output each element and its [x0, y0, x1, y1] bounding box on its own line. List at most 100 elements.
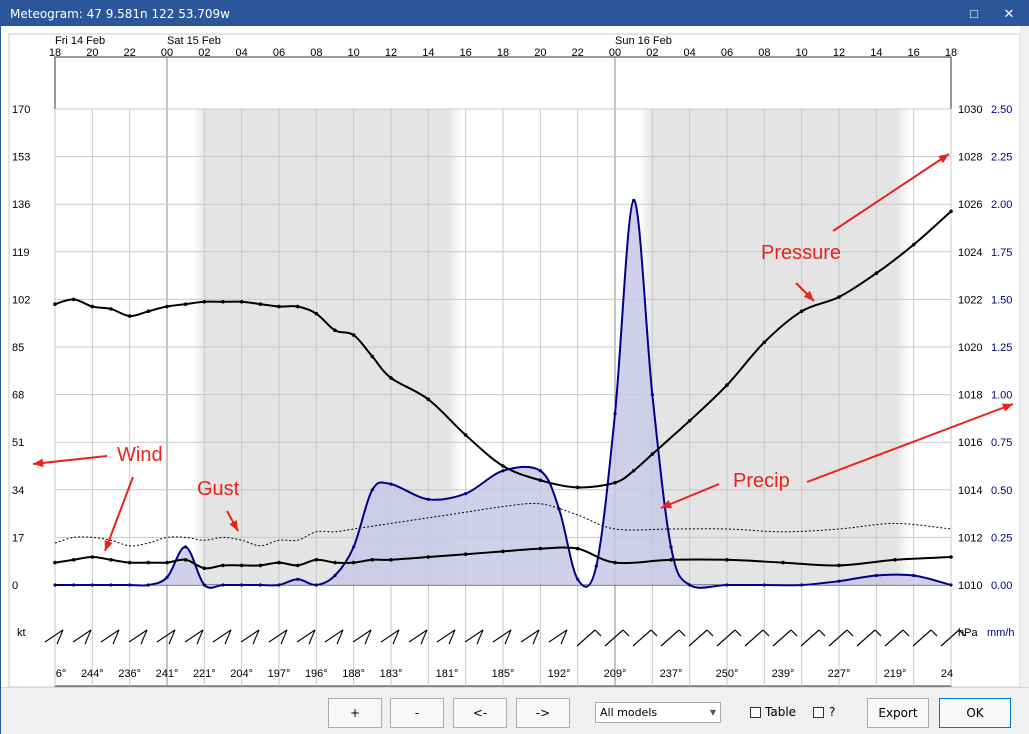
pressure-point: [239, 299, 244, 304]
left-tick-label: 51: [12, 437, 24, 449]
barb-flag: [532, 629, 540, 645]
pressure-point: [538, 478, 543, 483]
barb-staff: [352, 629, 372, 643]
precip-point: [53, 583, 57, 587]
wind-direction-label: 181°: [436, 668, 459, 680]
wind-point: [109, 558, 113, 562]
barb-flag: [706, 629, 714, 637]
annotation-wind: Wind: [117, 444, 163, 466]
wind-barb-icon: [576, 629, 602, 647]
barb-staff: [380, 629, 400, 643]
wind-barb-icon: [436, 629, 456, 645]
zoom-out-button[interactable]: -: [390, 698, 444, 728]
barb-flag: [594, 629, 602, 637]
wind-direction-label: 183°: [380, 668, 403, 680]
pressure-point: [426, 397, 431, 402]
zoom-in-button[interactable]: +: [328, 698, 382, 728]
hour-tick-label: 16: [908, 47, 920, 59]
wind-barb-icon: [884, 629, 910, 647]
left-tick-label: 68: [12, 390, 24, 402]
wind-direction-label: 185°: [492, 668, 515, 680]
pressure-arrow-top-head: [938, 154, 949, 164]
hour-tick-label: 18: [945, 47, 957, 59]
close-icon[interactable]: ✕: [1003, 5, 1015, 21]
scroll-right-button[interactable]: ->: [516, 698, 570, 728]
annotation-gust: Gust: [197, 478, 240, 500]
barb-staff: [548, 629, 568, 643]
precip-point: [258, 583, 262, 587]
table-checkbox[interactable]: [750, 707, 761, 718]
barb-flag: [762, 629, 770, 637]
pressure-point: [631, 468, 636, 473]
pressure-tick-label: 1028: [958, 152, 982, 164]
wind-direction-label: 24: [941, 668, 953, 680]
precip-point: [314, 583, 318, 587]
wind-point: [426, 555, 431, 559]
wind-point: [538, 546, 543, 551]
pressure-point: [351, 333, 356, 337]
model-select[interactable]: All models ▼: [595, 702, 721, 723]
barb-flag: [336, 629, 344, 645]
pressure-point: [333, 328, 337, 333]
precip-tick-label: 1.75: [991, 247, 1012, 259]
hour-tick-label: 08: [310, 47, 322, 59]
barb-staff: [268, 629, 288, 643]
barb-staff: [184, 629, 204, 643]
pressure-point: [501, 464, 505, 468]
wind-point: [893, 558, 897, 562]
wind-point: [781, 560, 785, 565]
precip-point: [650, 393, 654, 397]
barb-flag: [846, 629, 854, 637]
wind-point: [221, 563, 225, 568]
pressure-point: [650, 452, 655, 456]
barb-flag: [734, 629, 742, 637]
wind-point: [949, 555, 953, 559]
wind-barb-icon: [100, 629, 120, 645]
wind-point: [333, 560, 337, 565]
barb-staff: [772, 629, 792, 647]
maximize-icon[interactable]: □: [970, 6, 978, 21]
hour-tick-label: 12: [385, 47, 397, 59]
pressure-tick-label: 1024: [958, 247, 982, 259]
wind-point: [314, 558, 319, 562]
date-label: Sat 15 Feb: [167, 35, 221, 47]
pressure-point: [183, 302, 188, 306]
precip-point: [613, 412, 617, 416]
scrollbar[interactable]: [1020, 26, 1029, 687]
hour-tick-label: 10: [796, 47, 808, 59]
wind-direction-label: 237°: [660, 668, 683, 680]
wind-point: [183, 558, 188, 562]
barb-flag: [112, 629, 120, 645]
pressure-tick-label: 1010: [958, 580, 982, 592]
ok-button[interactable]: OK: [939, 698, 1011, 728]
barb-flag: [252, 629, 260, 645]
precip-tick-label: 0.25: [991, 532, 1012, 544]
hour-tick-label: 00: [609, 47, 621, 59]
wind-barb-icon: [268, 629, 288, 645]
precip-arrow-right-head: [1002, 403, 1013, 412]
wind-direction-label: 250°: [716, 668, 739, 680]
hour-tick-label: 14: [870, 47, 882, 59]
scroll-left-button[interactable]: <-: [453, 698, 507, 728]
wind-point: [277, 560, 281, 565]
meteogram-chart: 18 20 22 00 02 04 06 08 10 12 14 16 18 20 22 00 02 04 06 08…: [8, 33, 1020, 687]
wind-point: [202, 566, 207, 570]
hour-tick-label: 18: [497, 47, 509, 59]
wind-barb-icon: [912, 629, 938, 647]
barb-flag: [818, 629, 826, 637]
wind-direction-label: 221°: [193, 668, 216, 680]
wind-point: [669, 558, 673, 562]
export-button[interactable]: Export: [867, 698, 929, 728]
wind-point: [295, 563, 300, 568]
wind-point: [165, 560, 169, 565]
precip-point: [800, 583, 804, 587]
barb-staff: [296, 629, 316, 643]
barb-staff: [128, 629, 148, 643]
precip-tick-label: 1.25: [991, 342, 1012, 354]
help-checkbox[interactable]: [813, 707, 824, 718]
left-tick-label: 153: [12, 152, 30, 164]
wind-barb-icon: [72, 629, 92, 645]
precip-point: [277, 583, 281, 587]
precip-point: [370, 488, 374, 492]
hour-tick-label: 22: [572, 47, 584, 59]
